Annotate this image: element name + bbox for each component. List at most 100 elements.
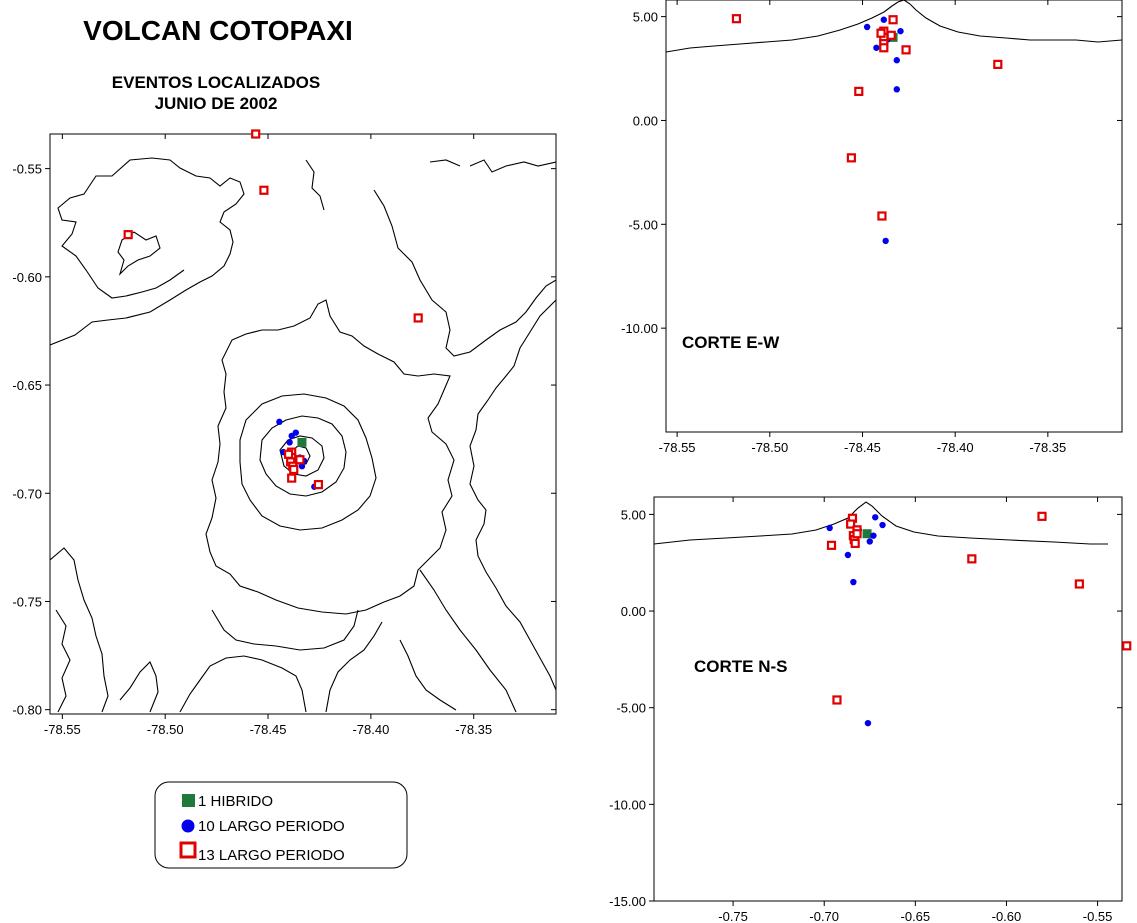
- contour-line: [50, 547, 109, 713]
- data-point-open-square: [852, 529, 862, 539]
- contour-line: [117, 231, 161, 276]
- corte-ns-x-axis: -0.75 -0.70 -0.65 -0.60 -0.55: [718, 497, 1112, 923]
- data-point-circle: [893, 57, 900, 64]
- data-point-circle: [879, 521, 886, 529]
- y-tick-label: 5.00: [633, 10, 658, 25]
- corte-ew-profile: [666, 0, 1122, 53]
- data-point-square: [297, 437, 307, 447]
- corte-ns-y-axis: 5.00 0.00 -5.00 -10.00 -15.00: [609, 507, 1122, 909]
- data-point-open-square: [1074, 579, 1084, 589]
- data-point-open-square: [886, 30, 896, 40]
- x-tick-label: -78.45: [844, 440, 881, 455]
- contour-line: [305, 159, 325, 211]
- data-point-open-square: [289, 464, 299, 475]
- legend-marker-lp-blue: [181, 819, 195, 833]
- corte-ew-frame: [665, 0, 1123, 433]
- data-point-open-square: [967, 554, 977, 564]
- data-point-open-square: [993, 59, 1003, 69]
- data-point-open-square: [877, 211, 887, 221]
- y-tick-label: -0.55: [12, 162, 42, 177]
- legend-label-lp-red: 13 LARGO PERIODO: [198, 847, 345, 864]
- x-tick-label: -78.50: [751, 440, 788, 455]
- data-point-open-square: [251, 129, 261, 139]
- contour-line: [399, 639, 457, 711]
- data-point-open-square: [413, 313, 423, 323]
- data-point-open-square: [879, 43, 889, 53]
- x-tick-label: -0.60: [992, 909, 1022, 923]
- map-markers: [123, 129, 423, 490]
- data-point-open-square: [846, 153, 856, 163]
- data-point-open-square: [876, 28, 886, 38]
- y-tick-label: -15.00: [609, 894, 646, 909]
- data-point-open-square: [287, 473, 297, 483]
- contour-line: [259, 415, 347, 497]
- corte-ns-frame: [653, 496, 1123, 902]
- map-frame: [49, 133, 557, 715]
- data-point-circle: [893, 86, 900, 93]
- map-y-axis: -0.55 -0.60 -0.65 -0.70 -0.75 -0.80: [12, 162, 556, 718]
- corte-ns-label: CORTE N-S: [694, 657, 788, 676]
- data-point-square: [862, 529, 872, 539]
- x-tick-label: -78.55: [659, 440, 696, 455]
- contour-line: [469, 299, 556, 691]
- subtitle-line-1: EVENTOS LOCALIZADOS: [112, 73, 320, 92]
- contour-line: [50, 157, 245, 346]
- data-point-circle: [870, 532, 877, 539]
- data-point-circle: [826, 524, 833, 532]
- legend-box: [154, 781, 408, 869]
- data-point-open-square: [295, 455, 305, 465]
- contour-line: [429, 159, 461, 167]
- data-point-open-square: [901, 45, 911, 55]
- y-tick-label: 0.00: [633, 113, 658, 128]
- legend-label-hibrido: 1 HIBRIDO: [198, 793, 273, 810]
- y-tick-label: -10.00: [621, 321, 658, 336]
- data-point-circle: [873, 44, 880, 51]
- data-point-circle: [864, 719, 872, 727]
- data-point-open-square: [826, 540, 837, 550]
- y-tick-label: 0.00: [621, 604, 646, 619]
- data-point-circle: [863, 23, 871, 31]
- contour-line: [419, 569, 517, 713]
- x-tick-label: -0.70: [809, 909, 839, 923]
- map-panel: -78.55 -78.50 -78.45 -78.40 -78.35 -0.55 -0.6…: [12, 129, 557, 737]
- data-point-circle: [866, 538, 873, 545]
- data-point-open-square: [846, 519, 856, 529]
- legend-marker-lp-red: [179, 841, 197, 859]
- data-point-open-square: [850, 538, 860, 548]
- x-tick-label: -78.35: [1029, 440, 1066, 455]
- corte-ew-label: CORTE E-W: [682, 333, 780, 352]
- data-point-open-square: [123, 230, 133, 240]
- contour-line: [205, 299, 455, 615]
- contour-line: [179, 655, 307, 713]
- subtitle-line-2: JUNIO DE 2002: [155, 94, 278, 113]
- data-point-open-square: [259, 185, 269, 195]
- contour-line: [211, 609, 359, 651]
- corte-ns-profile: [653, 501, 1108, 545]
- data-point-circle: [882, 237, 889, 245]
- data-point-circle: [850, 578, 857, 586]
- y-tick-label: -0.75: [12, 594, 42, 609]
- x-tick-label: -78.40: [352, 722, 389, 737]
- data-point-circle: [897, 27, 904, 35]
- contour-line: [55, 609, 71, 713]
- contour-line: [119, 661, 159, 713]
- legend-label-lp-blue: 10 LARGO PERIODO: [198, 818, 345, 835]
- data-point-circle: [298, 463, 306, 470]
- data-point-circle: [276, 418, 283, 426]
- x-tick-label: -78.50: [147, 722, 184, 737]
- x-tick-label: -78.35: [455, 722, 492, 737]
- data-point-circle: [872, 514, 879, 521]
- y-tick-label: 5.00: [621, 507, 646, 522]
- data-point-circle: [286, 439, 293, 446]
- data-point-open-square: [854, 86, 864, 96]
- corte-ew-markers: [731, 14, 1003, 245]
- contour-line: [239, 393, 377, 531]
- y-tick-label: -0.65: [12, 378, 42, 393]
- corte-ew-x-axis: -78.55 -78.50 -78.45 -78.40 -78.35: [659, 0, 1066, 455]
- x-tick-label: -78.55: [44, 722, 81, 737]
- data-point-open-square: [313, 479, 324, 490]
- corte-ns-panel: CORTE N-S -0.75 -0.70 -0.65 -0.60 -0.55 5.00…: [609, 496, 1132, 923]
- y-tick-label: -0.60: [12, 270, 42, 285]
- legend: 1 HIBRIDO 10 LARGO PERIODO 13 LARGO PERI…: [154, 781, 408, 869]
